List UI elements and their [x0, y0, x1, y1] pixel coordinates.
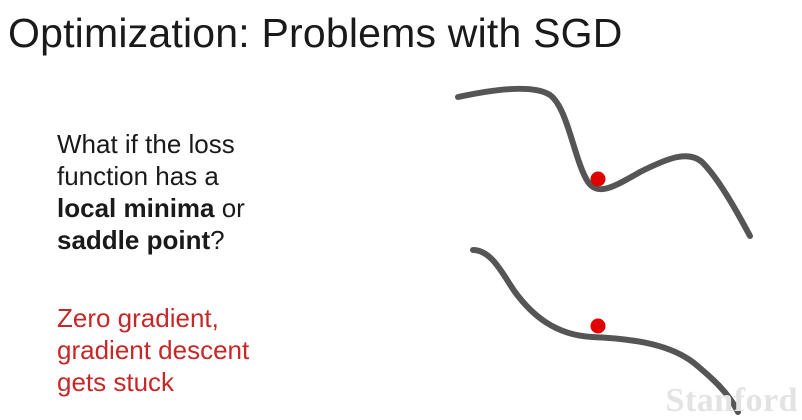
answer-text: Zero gradient, gradient descent gets stu… — [57, 302, 337, 398]
answer-line-3: gets stuck — [57, 367, 175, 397]
question-line-4: saddle point? — [57, 224, 337, 256]
saddle-point-term: saddle point — [57, 225, 211, 255]
question-line-3: local minima or — [57, 192, 337, 224]
slide-title: Optimization: Problems with SGD — [8, 10, 623, 56]
local-minimum-curve-icon — [455, 85, 753, 239]
question-line-4-rest: ? — [210, 225, 225, 255]
saddle-point-curve — [470, 247, 741, 415]
question-line-1: What if the loss — [57, 129, 235, 159]
question-line-2: function has a — [57, 161, 219, 191]
question-text: What if the loss function has a local mi… — [57, 128, 337, 256]
local-minimum-point — [590, 171, 606, 187]
answer-line-2: gradient descent — [57, 335, 250, 365]
question-line-3-rest: or — [214, 193, 245, 223]
local-minimum-curve — [455, 85, 753, 239]
saddle-point-curve-icon — [470, 247, 741, 415]
saddle-point-point — [590, 318, 606, 334]
answer-line-1: Zero gradient, — [57, 303, 219, 333]
stanford-watermark: Stanford — [665, 382, 798, 419]
local-minima-term: local minima — [57, 193, 215, 223]
